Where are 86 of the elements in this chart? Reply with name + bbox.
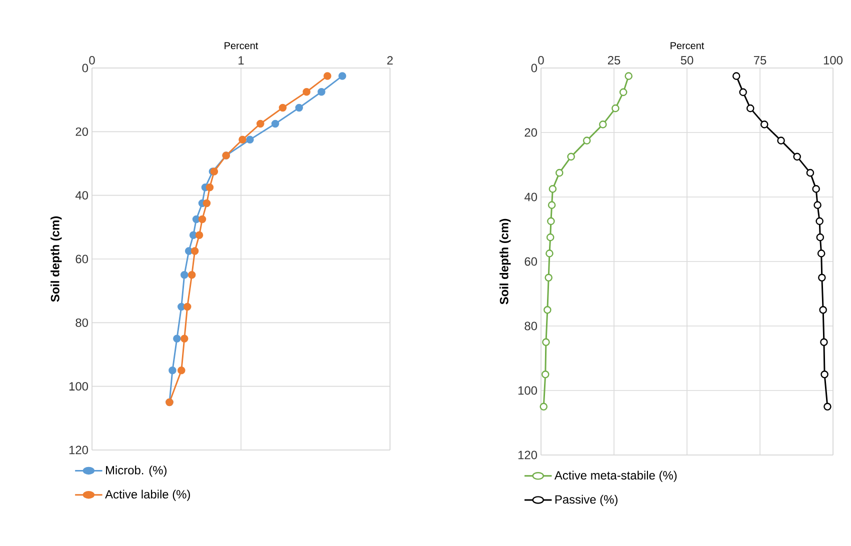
point — [817, 250, 826, 258]
point — [556, 168, 564, 177]
y-tick-label: 40 — [75, 191, 88, 200]
point — [814, 201, 822, 209]
x-axis-title: Percent — [670, 42, 704, 50]
x-tick-label: 0 — [89, 56, 95, 64]
point — [318, 88, 326, 96]
point — [819, 306, 827, 314]
point — [746, 104, 754, 112]
point — [818, 274, 826, 282]
point — [599, 120, 607, 128]
point — [295, 104, 303, 112]
x-axis-title: Percent — [224, 42, 258, 50]
point — [812, 185, 820, 193]
point — [548, 185, 557, 193]
y-tick-label: 60 — [524, 257, 538, 266]
point — [540, 402, 548, 411]
point — [793, 152, 801, 161]
point — [760, 120, 768, 128]
legend-label: Microb. (%) — [106, 466, 166, 477]
point — [806, 168, 814, 177]
x-tick-label: 0 — [538, 56, 544, 64]
x-tick-label: 50 — [680, 56, 694, 64]
point — [188, 271, 196, 279]
point — [183, 302, 192, 311]
point — [173, 334, 181, 342]
point — [732, 72, 740, 80]
y-tick-label: 80 — [76, 318, 88, 327]
point — [338, 72, 346, 80]
y-tick-label: 20 — [76, 127, 88, 136]
point — [820, 370, 828, 378]
point — [582, 136, 591, 144]
point — [206, 183, 214, 192]
point — [271, 120, 280, 128]
point — [178, 366, 186, 374]
x-tick-label: 2 — [387, 56, 393, 64]
x-tick-label: 100 — [824, 56, 843, 64]
point — [542, 370, 550, 378]
point — [168, 366, 176, 374]
point — [542, 338, 550, 346]
point — [256, 120, 264, 128]
point — [546, 233, 554, 242]
point — [824, 402, 832, 411]
y-tick-label: 100 — [69, 382, 88, 391]
y-tick-label: 20 — [524, 128, 538, 137]
y-tick-label: 60 — [76, 254, 88, 264]
y-tick-label: 0 — [82, 64, 88, 72]
y-tick-label: 120 — [518, 450, 538, 460]
y-tick-label: 120 — [69, 446, 88, 454]
point — [180, 271, 188, 279]
y-tick-label: 100 — [518, 386, 538, 395]
point — [816, 217, 824, 226]
point — [619, 88, 628, 96]
point — [612, 104, 620, 112]
legend-label: Active labile (%) — [105, 490, 190, 501]
y-tick-label: 80 — [524, 322, 538, 330]
point — [544, 274, 552, 282]
point — [278, 104, 287, 112]
x-tick-label: 75 — [754, 56, 766, 64]
y-tick-label: 0 — [531, 64, 538, 72]
x-tick-label: 1 — [238, 56, 244, 64]
point — [190, 247, 199, 255]
point — [777, 136, 785, 144]
x-tick-label: 25 — [608, 56, 620, 64]
point — [567, 152, 575, 161]
y-tick-label: 40 — [524, 192, 538, 202]
point — [324, 72, 332, 80]
point — [548, 201, 556, 209]
point — [544, 306, 552, 314]
point — [246, 136, 254, 144]
point — [195, 231, 204, 240]
point — [180, 334, 188, 342]
point — [238, 136, 246, 144]
legend-label: Passive (%) — [555, 494, 618, 506]
point — [546, 250, 554, 258]
point — [302, 88, 310, 96]
point — [820, 338, 828, 346]
legend-label: Active meta-stabile (%) — [554, 470, 677, 482]
point — [202, 199, 211, 208]
y-axis-title: Soil depth (cm) — [500, 218, 511, 304]
point — [198, 215, 206, 224]
point — [624, 72, 632, 80]
point — [739, 88, 747, 96]
point — [816, 233, 824, 242]
point — [547, 217, 555, 226]
y-axis-title: Soil depth (cm) — [50, 216, 62, 302]
